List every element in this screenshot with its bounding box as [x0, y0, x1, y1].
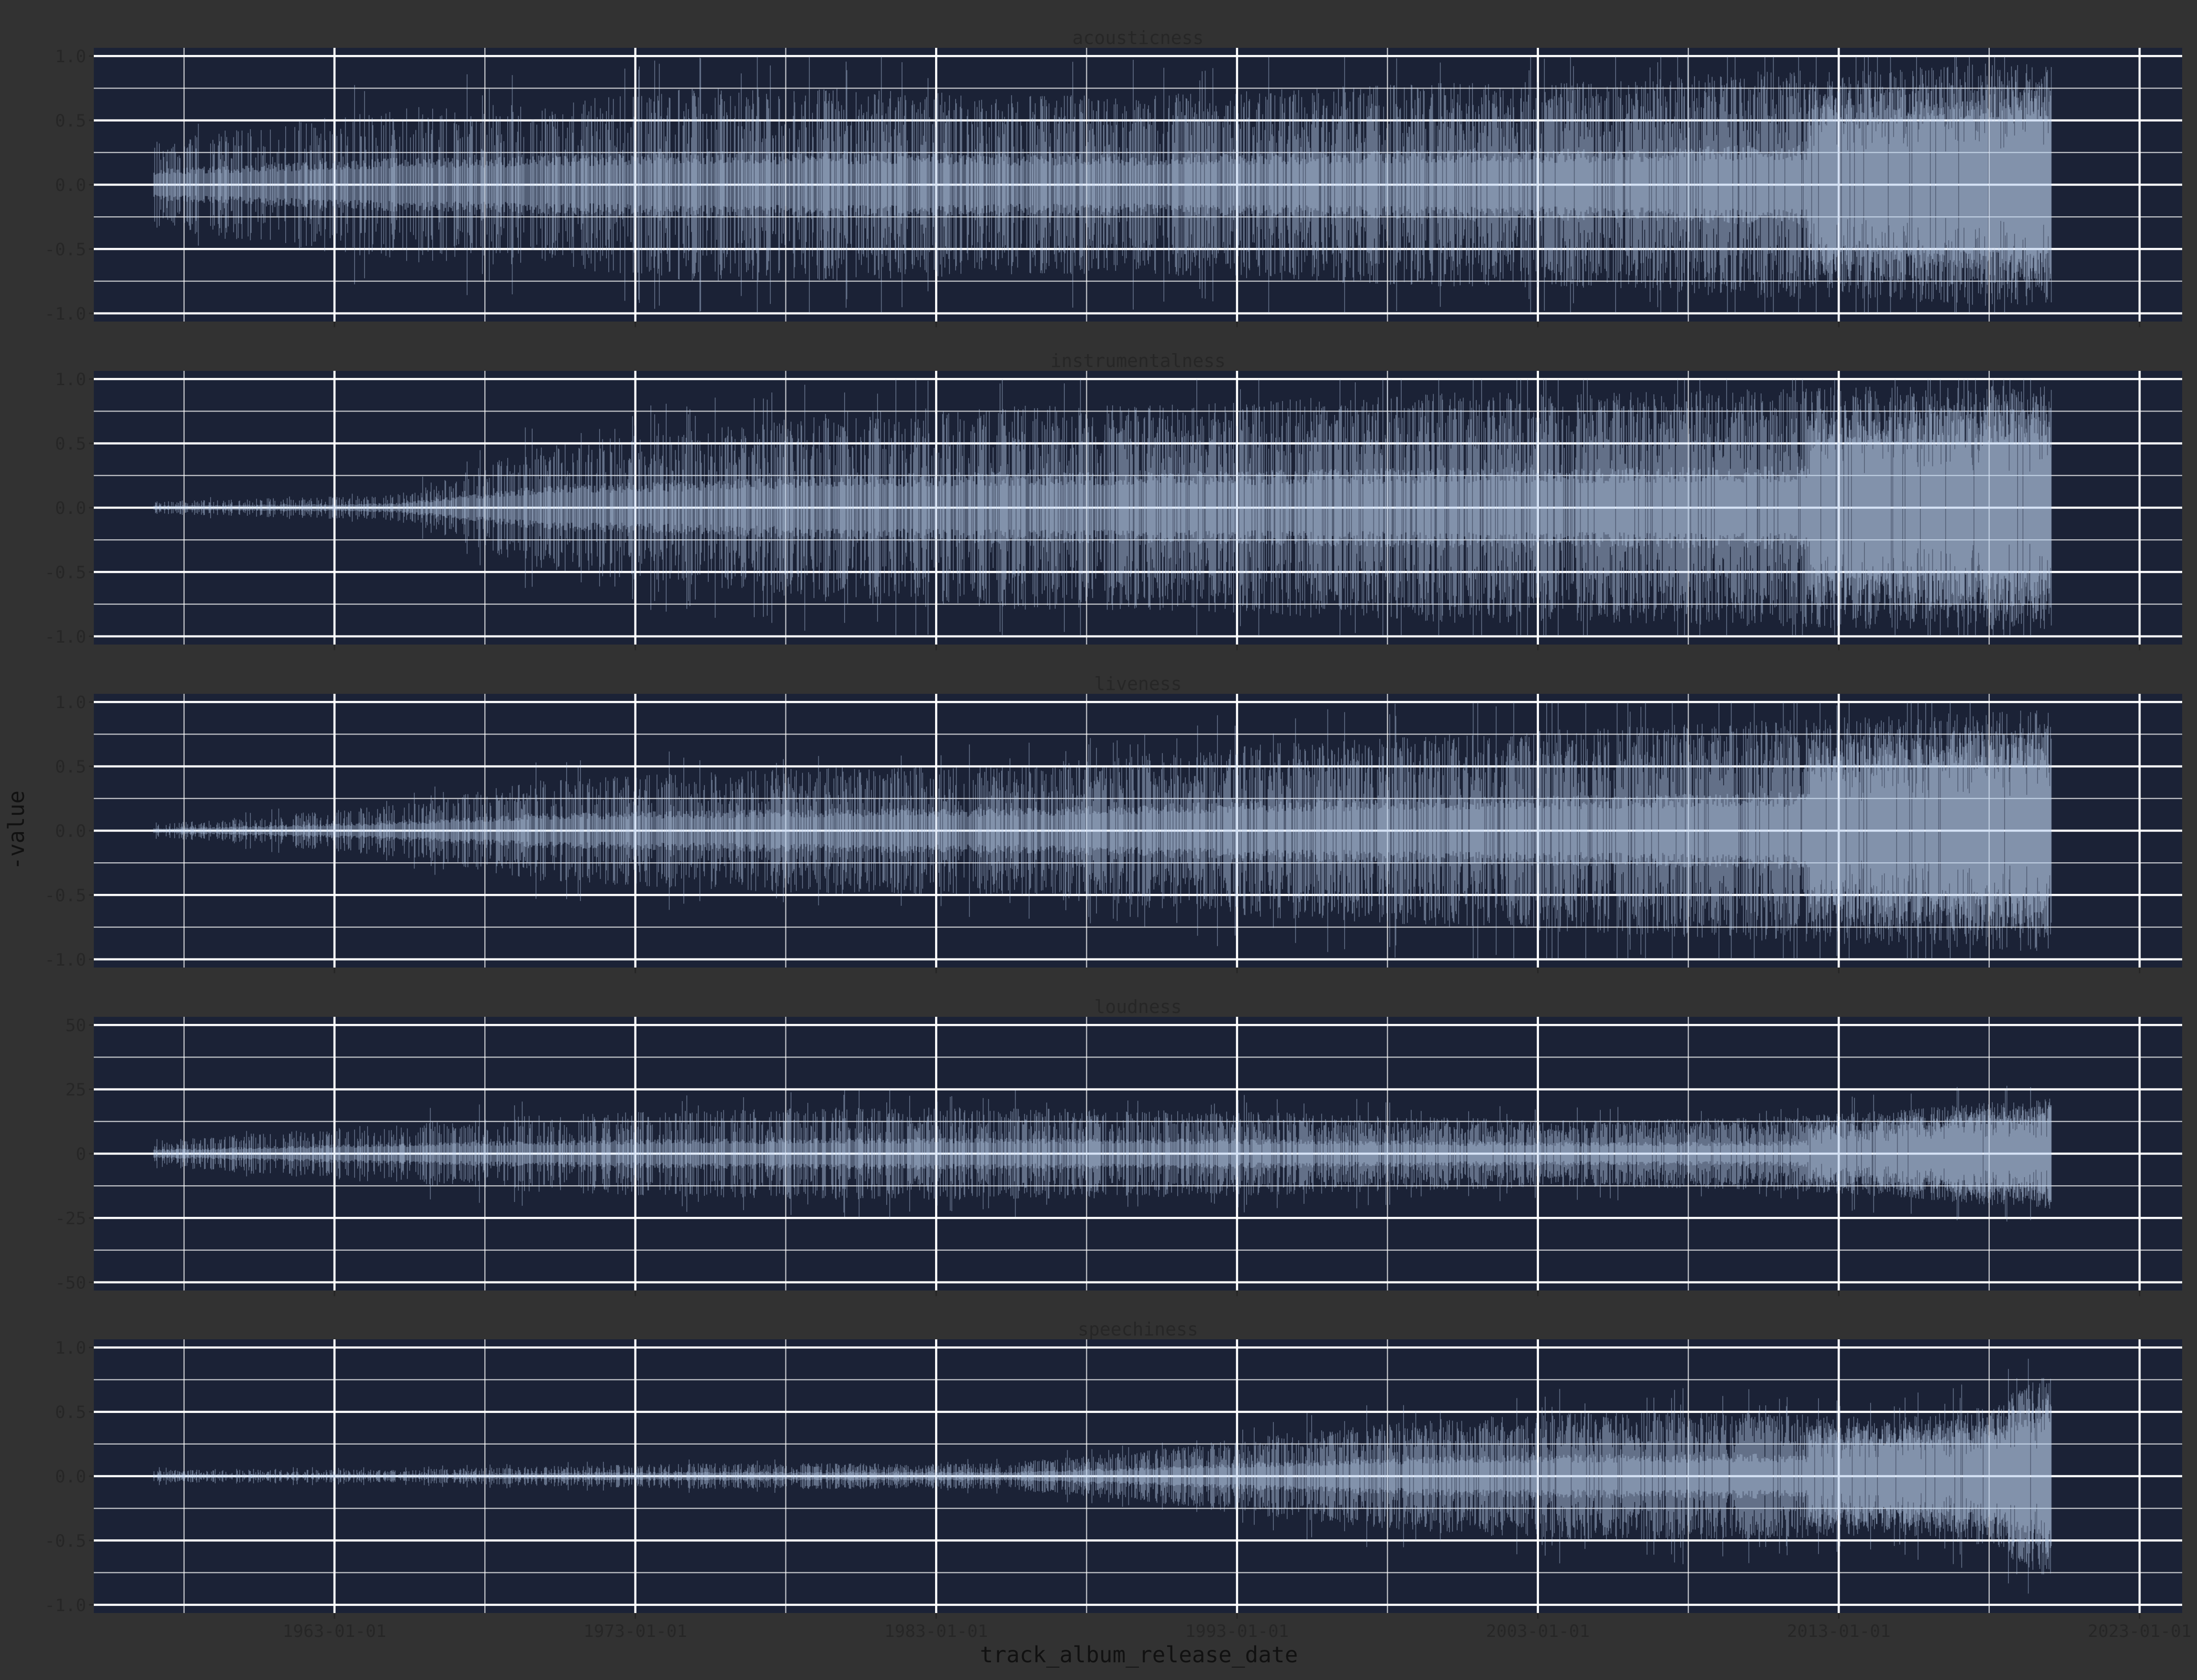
panel-title-instrumentalness: instrumentalness: [1050, 350, 1226, 371]
y-tick-label: 0.5: [55, 757, 86, 777]
series-instrumentalness-core: [153, 404, 2052, 611]
panel-liveness: liveness 1.0 0.5 0.0 -0.5 -1.0: [45, 673, 2182, 973]
x-tick-label: 2003-01-01: [1486, 1622, 1590, 1641]
series-liveness-spikes: [156, 702, 2052, 959]
panel-acousticness: acousticness 1.0 0.5 0.0 -0.5 -1.0: [45, 27, 2182, 327]
x-tick-label: 1993-01-01: [1185, 1622, 1289, 1641]
x-tick-label: 1973-01-01: [583, 1622, 687, 1641]
series-liveness-core: [153, 728, 2052, 933]
y-tick-label: 1.0: [55, 47, 86, 67]
y-tick-label: -0.5: [45, 1531, 86, 1551]
x-tick-label: 2013-01-01: [1787, 1622, 1891, 1641]
y-tick-label: 0.0: [55, 499, 86, 518]
y-tick-label: 0.5: [55, 1403, 86, 1423]
series-instrumentalness-marks: [153, 379, 2052, 636]
x-tick-label: 2023-01-01: [2088, 1622, 2192, 1641]
y-tick-label: 0: [76, 1145, 86, 1164]
y-tick-label: -0.5: [45, 240, 86, 259]
x-axis-tick-labels: 1963-01-01 1973-01-01 1983-01-01 1993-01-01…: [283, 1622, 2192, 1641]
panel-title-speechiness: speechiness: [1078, 1319, 1198, 1340]
y-tick-label: 50: [66, 1016, 86, 1035]
y-tick-label: 0.5: [55, 434, 86, 454]
y-tick-label: 1.0: [55, 370, 86, 389]
y-axis-title: -value: [3, 790, 29, 870]
series-acousticness-marks: [153, 56, 2052, 313]
y-tick-label: 1.0: [55, 693, 86, 712]
panel-instrumentalness: instrumentalness 1.0 0.5 0.0 -0.5 -1.0: [45, 350, 2182, 650]
y-tick-label: 25: [66, 1080, 86, 1100]
y-tick-label: -0.5: [45, 886, 86, 905]
y-tick-label: -1.0: [45, 1596, 86, 1615]
panel-title-acousticness: acousticness: [1072, 27, 1204, 48]
panel-title-liveness: liveness: [1094, 673, 1182, 694]
y-tick-label: -1.0: [45, 950, 86, 970]
panel-speechiness: speechiness 1.0 0.5 0.0 -0.5 -1.0: [45, 1319, 2182, 1619]
series-loudness-marks: [153, 1086, 2052, 1222]
series-loudness-spikes: [154, 1086, 2052, 1222]
panel-loudness: loudness 50 25 0 -25 -50: [55, 996, 2182, 1296]
panel-title-loudness: loudness: [1094, 996, 1182, 1017]
y-tick-label: -1.0: [45, 627, 86, 647]
x-tick-label: 1963-01-01: [283, 1622, 387, 1641]
y-tick-label: -0.5: [45, 563, 86, 582]
y-tick-label: 0.0: [55, 176, 86, 195]
series-speechiness-core: [153, 1393, 2052, 1559]
series-acousticness-core: [153, 81, 2052, 289]
x-tick-label: 1983-01-01: [884, 1622, 988, 1641]
facet-panels: acousticness1.00.50.0-0.5-1.0instrumenta…: [45, 27, 2182, 1619]
series-acousticness-spikes: [154, 56, 2052, 313]
x-axis-title: track_album_release_date: [980, 1642, 1298, 1668]
y-tick-label: -1.0: [45, 304, 86, 324]
y-tick-label: 1.0: [55, 1338, 86, 1358]
y-tick-label: -25: [55, 1209, 86, 1228]
y-tick-label: -50: [55, 1273, 86, 1293]
series-loudness-core: [153, 1106, 2052, 1201]
y-tick-label: 0.0: [55, 1467, 86, 1487]
series-instrumentalness-spikes: [155, 379, 2052, 636]
y-tick-label: 0.5: [55, 111, 86, 131]
series-speechiness-spikes: [153, 1358, 2052, 1594]
series-liveness-marks: [153, 702, 2052, 959]
y-tick-label: 0.0: [55, 822, 86, 841]
series-speechiness-marks: [153, 1358, 2052, 1594]
